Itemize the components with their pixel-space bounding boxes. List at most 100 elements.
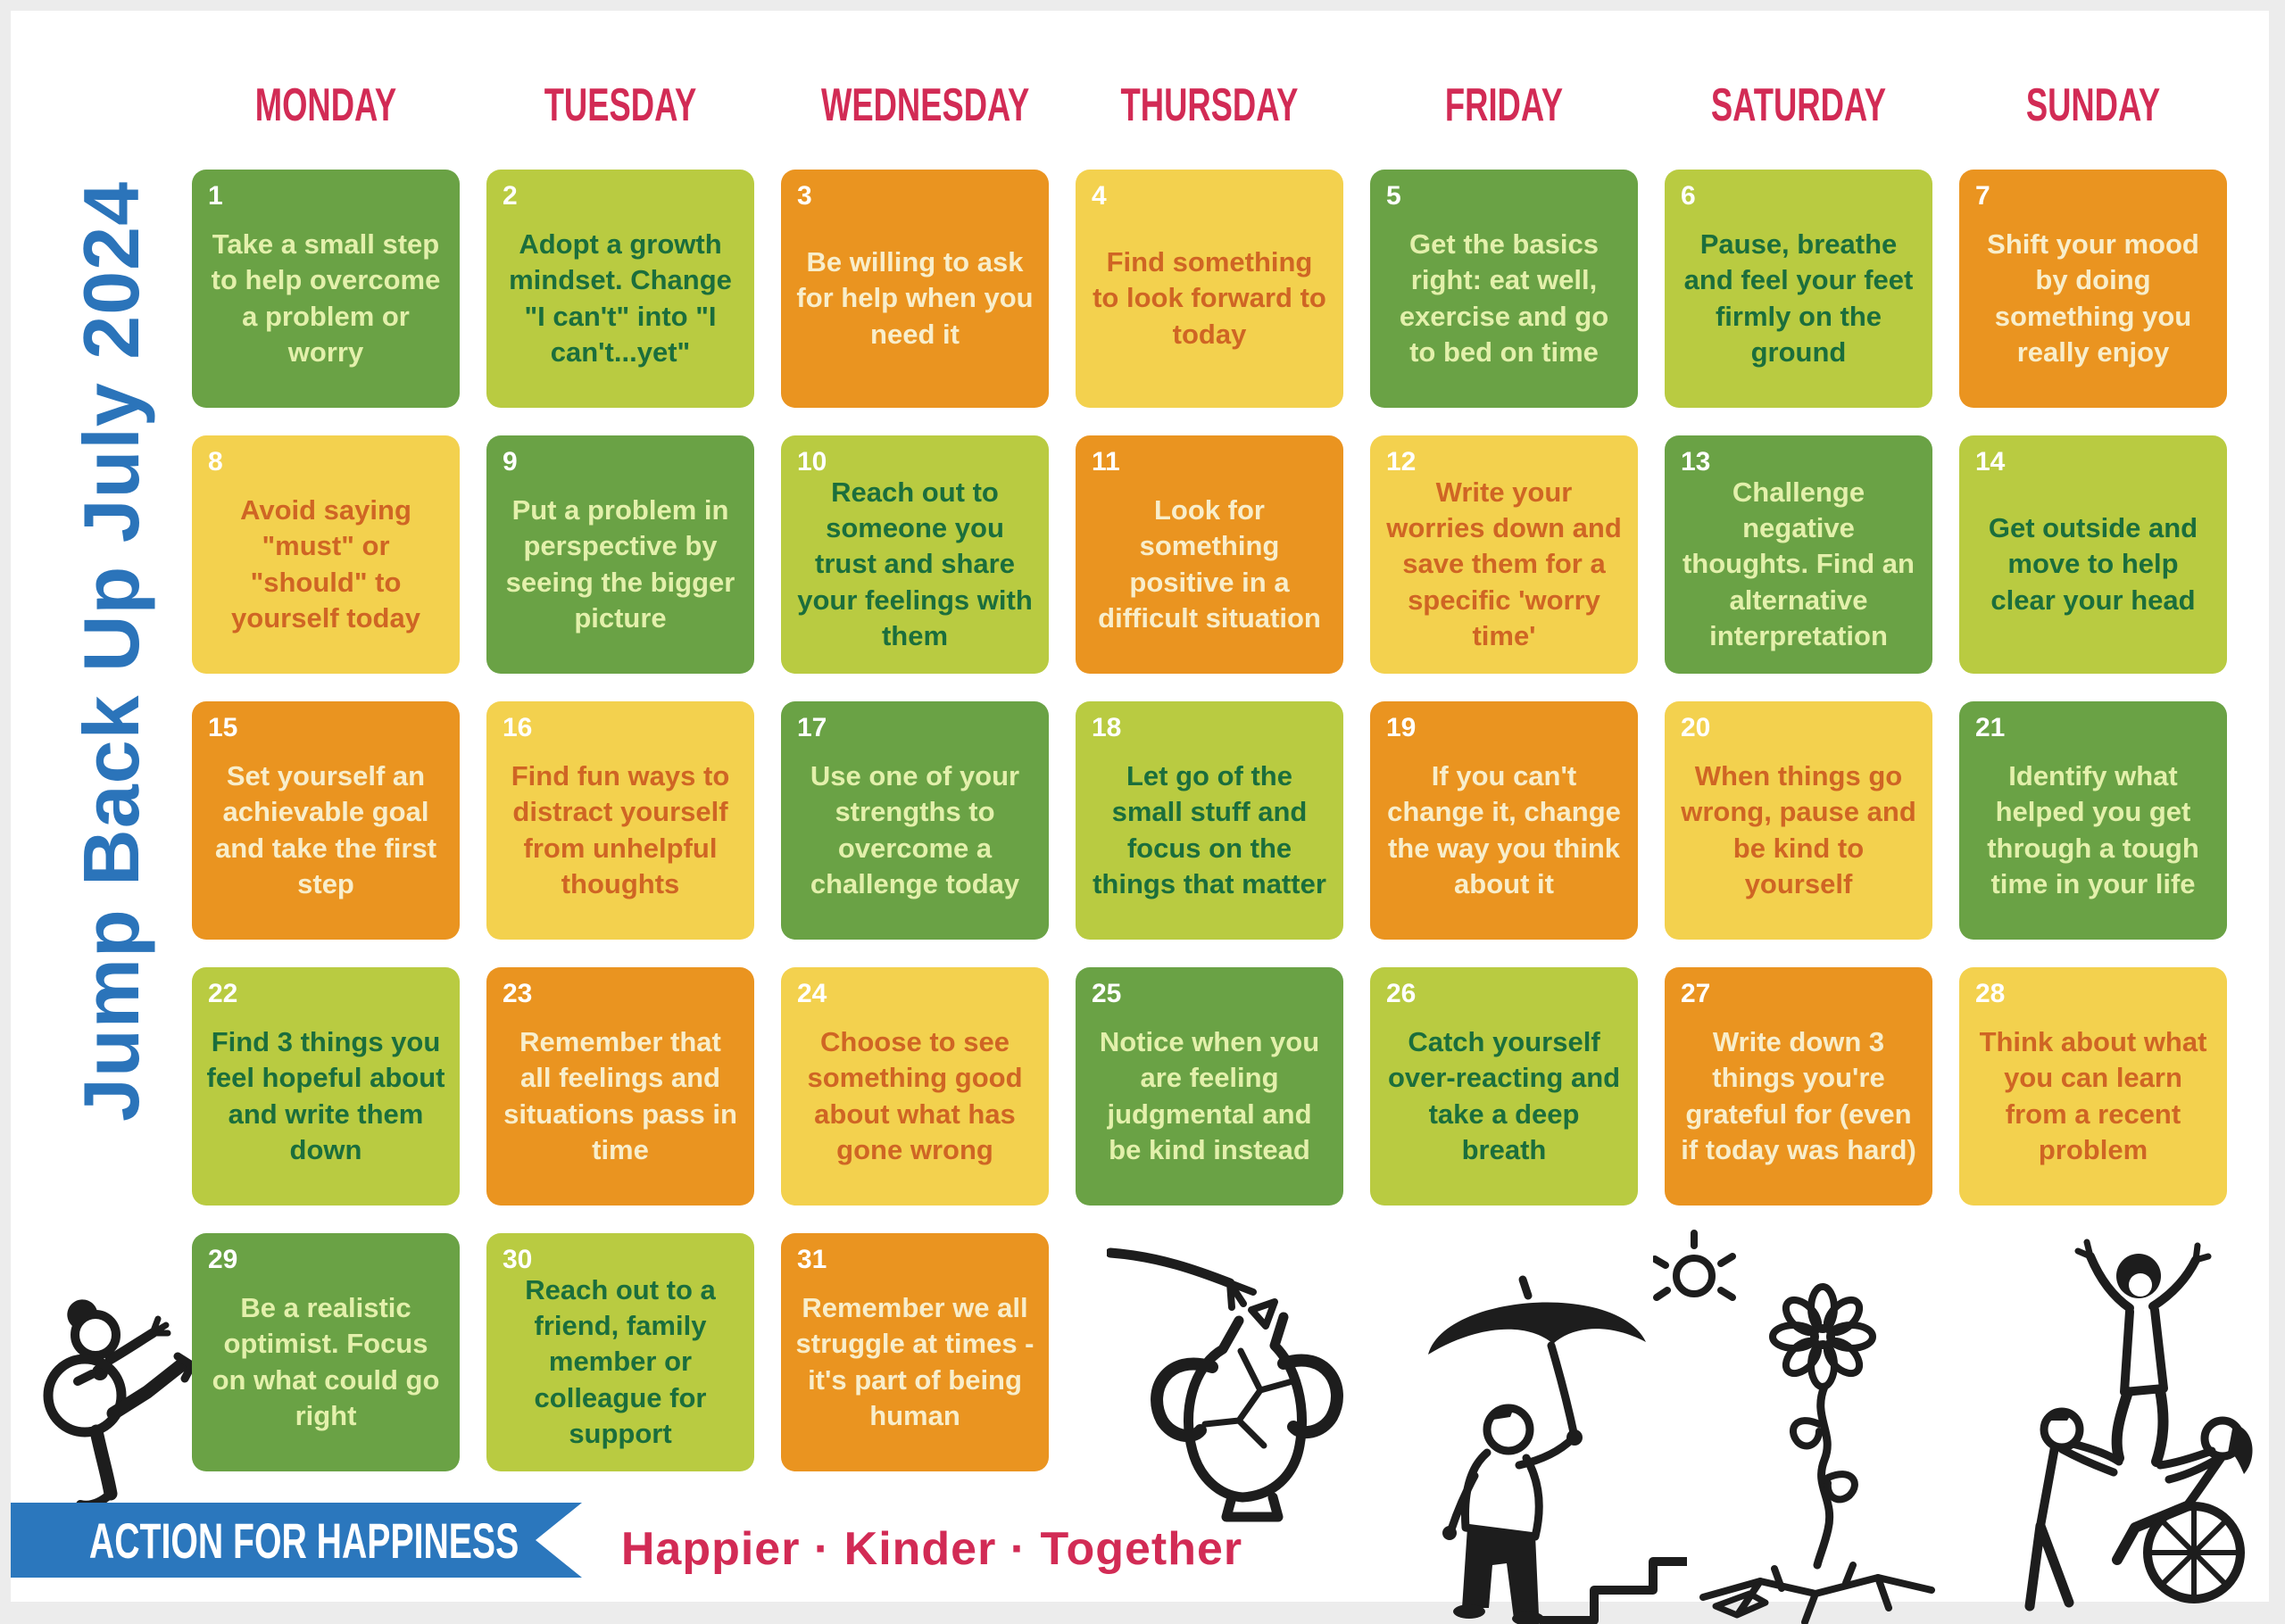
day-tile-22: 22 Find 3 things you feel hopeful about a… <box>192 967 460 1206</box>
day-action-text: Challenge negative thoughts. Find an alt… <box>1682 476 1915 651</box>
poster-page: Jump Back Up July 2024 MONDAY TUESDAY WEDN… <box>11 11 2269 1624</box>
weekday-header-saturday: SATURDAY <box>1710 79 1887 131</box>
day-tile-23: 23 Remember that all feelings and situati… <box>486 967 754 1206</box>
day-number: 5 <box>1386 181 1401 211</box>
day-number: 13 <box>1681 447 1711 476</box>
flower-growing-through-cracked-ground-illustration <box>1653 1222 1948 1624</box>
karate-kick-person-illustration <box>13 1294 192 1517</box>
day-number: 18 <box>1092 713 1122 742</box>
day-number: 12 <box>1386 447 1417 476</box>
day-action-text: Find something to look forward to today <box>1093 246 1326 350</box>
day-number: 21 <box>1975 713 2006 742</box>
day-action-text: Pause, breathe and feel your feet firmly… <box>1683 228 1914 368</box>
day-number: 4 <box>1092 181 1107 211</box>
day-number: 3 <box>797 181 812 211</box>
tagline: Happier · Kinder · Together <box>620 1523 1243 1575</box>
day-tile-28: 28 Think about what you can learn from a … <box>1959 967 2227 1206</box>
day-action-text: When things go wrong, pause and be kind … <box>1681 759 1916 899</box>
day-action-text: Find fun ways to distract yourself from … <box>511 759 730 899</box>
day-tile-12: 12 Write your worries down and save them … <box>1370 435 1638 674</box>
weekday-header-sunday: SUNDAY <box>2025 79 2161 131</box>
sun-doodle <box>1653 1230 1736 1301</box>
day-tile-30: 30 Reach out to a friend, family member o… <box>486 1233 754 1471</box>
day-number: 9 <box>503 447 518 476</box>
day-tile-5: 5 Get the basics right: eat well, exercis… <box>1370 170 1638 408</box>
day-action-text: Avoid saying "must" or "should" to yours… <box>231 493 420 634</box>
day-number: 19 <box>1386 713 1417 742</box>
day-action-text: Set yourself an achievable goal and take… <box>214 759 437 899</box>
day-tile-14: 14 Get outside and move to help clear you… <box>1959 435 2227 674</box>
day-number: 20 <box>1681 713 1711 742</box>
day-tile-15: 15 Set yourself an achievable goal and ta… <box>192 701 460 940</box>
day-number: 22 <box>208 979 238 1008</box>
day-tile-10: 10 Reach out to someone you trust and sha… <box>781 435 1049 674</box>
day-tile-17: 17 Use one of your strengths to overcome … <box>781 701 1049 940</box>
day-action-text: Look for something positive in a difficu… <box>1098 493 1321 634</box>
day-tile-9: 9 Put a problem in perspective by seeing … <box>486 435 754 674</box>
day-action-text: Reach out to a friend, family member or … <box>525 1273 716 1449</box>
day-number: 11 <box>1092 447 1120 476</box>
day-tile-4: 4 Find something to look forward to today <box>1076 170 1343 408</box>
day-action-text: Remember that all feelings and situation… <box>503 1025 737 1165</box>
poster-title: Jump Back Up July 2024 <box>67 180 155 1123</box>
day-action-text: Get the basics right: eat well, exercise… <box>1399 228 1609 368</box>
day-number: 15 <box>208 713 238 742</box>
friends-lifting-up-wheelchair-user-illustration <box>1955 1231 2281 1615</box>
day-action-text: Write down 3 things you're grateful for … <box>1681 1025 1916 1165</box>
day-number: 2 <box>503 181 518 211</box>
day-action-text: Reach out to someone you trust and share… <box>797 476 1033 651</box>
day-number: 27 <box>1681 979 1711 1008</box>
day-action-text: Put a problem in perspective by seeing t… <box>505 493 735 634</box>
day-action-text: Catch yourself over-reacting and take a … <box>1387 1025 1621 1165</box>
day-tile-11: 11 Look for something positive in a diffi… <box>1076 435 1343 674</box>
action-for-happiness-ribbon: ACTION FOR HAPPINESS <box>11 1503 582 1578</box>
day-number: 29 <box>208 1245 238 1274</box>
day-tile-3: 3 Be willing to ask for help when you nee… <box>781 170 1049 408</box>
day-action-text: Take a small step to help overcome a pro… <box>211 228 441 368</box>
weekday-header-wednesday: WEDNESDAY <box>821 79 1030 131</box>
day-action-text: Choose to see something good about what … <box>807 1025 1023 1165</box>
day-number: 23 <box>503 979 533 1008</box>
day-tile-7: 7 Shift your mood by doing something you … <box>1959 170 2227 408</box>
day-number: 17 <box>797 713 827 742</box>
day-action-text: Identify what helped you get through a t… <box>1987 759 2199 899</box>
day-tile-26: 26 Catch yourself over-reacting and take … <box>1370 967 1638 1206</box>
day-number: 7 <box>1975 181 1990 211</box>
day-action-text: Get outside and move to help clear your … <box>1988 512 2198 616</box>
day-tile-18: 18 Let go of the small stuff and focus on… <box>1076 701 1343 940</box>
brand-name: ACTION FOR HAPPINESS <box>88 1512 519 1569</box>
hand-mending-broken-vase-illustration <box>1107 1231 1366 1526</box>
day-number: 6 <box>1681 181 1696 211</box>
day-action-text: Remember we all struggle at times - it's… <box>795 1291 1034 1431</box>
day-number: 31 <box>797 1245 827 1274</box>
day-tile-13: 13 Challenge negative thoughts. Find an a… <box>1665 435 1932 674</box>
weekday-header-tuesday: TUESDAY <box>544 79 697 131</box>
weekday-header-thursday: THURSDAY <box>1120 79 1299 131</box>
calendar-grid: 1 Take a small step to help overcome a pr… <box>192 170 2227 1471</box>
day-tile-24: 24 Choose to see something good about wha… <box>781 967 1049 1206</box>
day-tile-2: 2 Adopt a growth mindset. Change "I can't… <box>486 170 754 408</box>
day-action-text: Let go of the small stuff and focus on t… <box>1093 759 1326 899</box>
day-tile-29: 29 Be a realistic optimist. Focus on what… <box>192 1233 460 1471</box>
weekday-header-friday: FRIDAY <box>1444 79 1564 131</box>
day-tile-31: 31 Remember we all struggle at times - it… <box>781 1233 1049 1471</box>
day-number: 8 <box>208 447 223 476</box>
day-number: 28 <box>1975 979 2006 1008</box>
person-with-umbrella-climbing-steps-illustration <box>1392 1267 1687 1624</box>
day-tile-6: 6 Pause, breathe and feel your feet firml… <box>1665 170 1932 408</box>
day-tile-8: 8 Avoid saying "must" or "should" to your… <box>192 435 460 674</box>
day-number: 16 <box>503 713 533 742</box>
weekday-header-monday: MONDAY <box>254 79 397 131</box>
weekday-header-row: MONDAY TUESDAY WEDNESDAY THURSDAY FRIDAY SATU… <box>192 79 2227 132</box>
day-action-text: Be willing to ask for help when you need… <box>796 246 1034 350</box>
day-action-text: Write your worries down and save them fo… <box>1386 476 1622 651</box>
day-tile-19: 19 If you can't change it, change the way… <box>1370 701 1638 940</box>
day-number: 14 <box>1975 447 2006 476</box>
day-number: 26 <box>1386 979 1417 1008</box>
day-action-text: If you can't change it, change the way y… <box>1387 759 1621 899</box>
day-tile-21: 21 Identify what helped you get through a… <box>1959 701 2227 940</box>
day-number: 10 <box>797 447 827 476</box>
flower <box>1769 1283 1876 1570</box>
day-number: 24 <box>797 979 827 1008</box>
day-tile-20: 20 When things go wrong, pause and be kin… <box>1665 701 1932 940</box>
